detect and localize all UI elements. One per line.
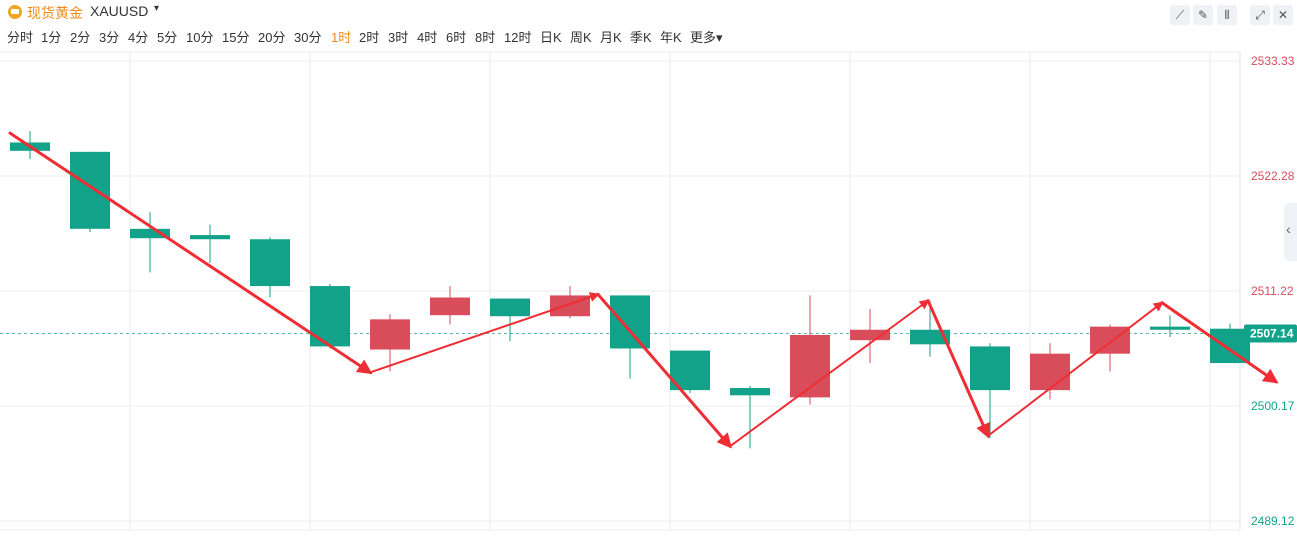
fullscreen-icon[interactable]: ⤢ <box>1250 5 1270 25</box>
period-13[interactable]: 4时 <box>417 30 438 45</box>
candle-body <box>430 297 470 316</box>
chevron-left-icon: ‹ <box>1286 221 1291 237</box>
period-8[interactable]: 20分 <box>258 30 286 45</box>
period-16[interactable]: 12时 <box>504 30 532 45</box>
period-19[interactable]: 月K <box>600 30 622 45</box>
period-6[interactable]: 10分 <box>186 30 214 45</box>
line-tool-icon[interactable]: ⟋ <box>1170 5 1190 25</box>
trend-arrow-0-0 <box>8 131 373 375</box>
period-10[interactable]: 1时 <box>331 30 352 45</box>
y-tick-label: 2489.12 <box>1251 514 1295 528</box>
period-9[interactable]: 30分 <box>294 30 322 45</box>
period-1[interactable]: 1分 <box>41 30 62 45</box>
candle-body <box>190 235 230 240</box>
period-selector: 分时 1分 2分 3分 4分 5分 10分 15分 20分 30分 1时 2时 3时 4时 6时 8时 12时日… <box>0 27 1240 47</box>
period-2[interactable]: 2分 <box>70 30 91 45</box>
period-22[interactable]: 更多▾ <box>690 30 723 45</box>
trend-arrow-0-1 <box>369 292 600 374</box>
candle-body <box>70 151 110 229</box>
period-15[interactable]: 8时 <box>475 30 496 45</box>
period-21[interactable]: 年K <box>660 30 682 45</box>
period-12[interactable]: 3时 <box>388 30 409 45</box>
period-7[interactable]: 15分 <box>222 30 250 45</box>
trend-arrow-3-0 <box>1160 301 1279 384</box>
period-20[interactable]: 季K <box>630 30 652 45</box>
candle-body <box>250 239 290 287</box>
candle-body <box>970 346 1010 391</box>
title-bar: 现货黄金 XAUUSD ▾ <box>0 0 1297 26</box>
candle-body <box>610 295 650 349</box>
candle-settings-icon[interactable]: ⫴ <box>1217 5 1237 25</box>
y-tick-label: 2522.28 <box>1251 169 1295 183</box>
trend-arrow-2-1 <box>987 301 1164 437</box>
instrument-symbol[interactable]: XAUUSD <box>90 3 149 19</box>
candle-body <box>730 388 770 396</box>
close-icon[interactable]: ✕ <box>1273 5 1293 25</box>
gold-icon <box>8 5 22 19</box>
period-18[interactable]: 周K <box>570 30 592 45</box>
trend-arrow-1-1 <box>729 299 930 448</box>
period-3[interactable]: 3分 <box>99 30 120 45</box>
candle-body <box>130 228 170 239</box>
period-5[interactable]: 5分 <box>157 30 178 45</box>
chevron-down-icon[interactable]: ▾ <box>154 3 160 14</box>
y-tick-label: 2511.22 <box>1251 284 1294 298</box>
current-price-label: 2507.14 <box>1250 327 1294 341</box>
side-panel-toggle[interactable]: ‹ <box>1284 203 1297 261</box>
pen-icon[interactable]: ✎ <box>1193 5 1213 25</box>
trend-arrow-2-0 <box>926 299 990 439</box>
candle-body <box>490 298 530 317</box>
candle-body <box>370 319 410 350</box>
y-tick-label: 2500.17 <box>1251 399 1295 413</box>
period-0[interactable]: 分时 <box>7 30 34 45</box>
period-17[interactable]: 日K <box>540 30 562 45</box>
candle-body <box>1150 326 1190 330</box>
period-11[interactable]: 2时 <box>359 30 380 45</box>
current-price-tag <box>1244 324 1297 343</box>
period-14[interactable]: 6时 <box>446 30 467 45</box>
instrument-name[interactable]: 现货黄金 <box>27 5 83 21</box>
candle-body <box>850 329 890 341</box>
y-tick-label: 2533.33 <box>1251 54 1295 68</box>
candle-body <box>1030 353 1070 391</box>
trend-arrow-1-0 <box>596 292 732 449</box>
period-4[interactable]: 4分 <box>128 30 149 45</box>
candle-body <box>910 329 950 345</box>
